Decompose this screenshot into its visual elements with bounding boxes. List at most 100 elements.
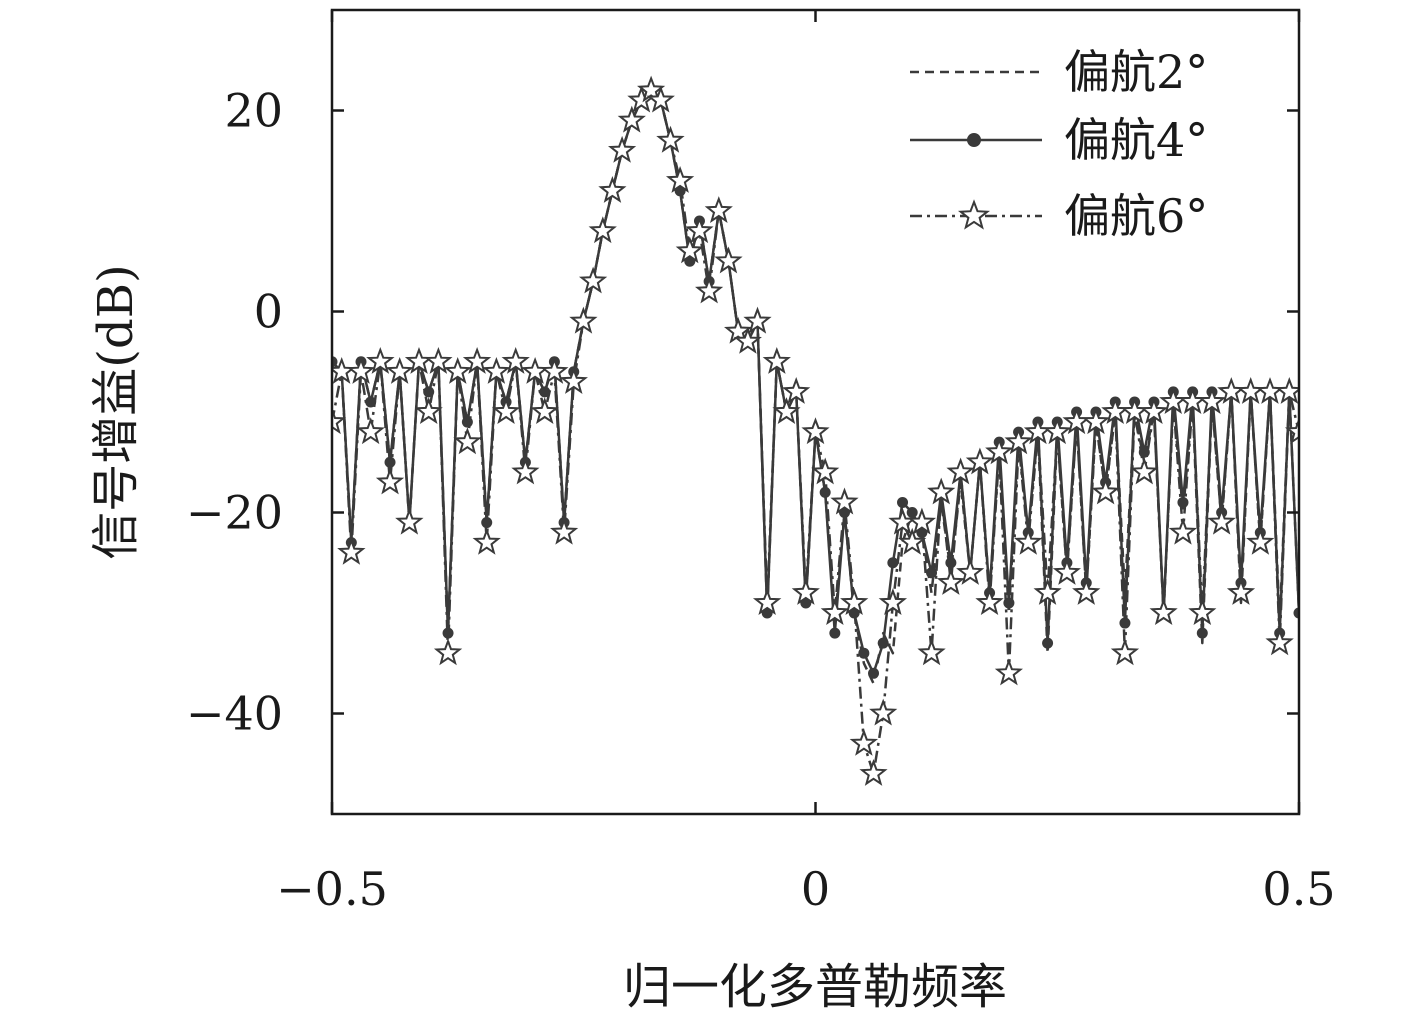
data-point [878, 588, 908, 616]
data-point [1149, 598, 1178, 626]
data-point [781, 377, 811, 404]
legend-entry-3: 偏航6° [910, 189, 1208, 243]
data-point [926, 567, 938, 579]
data-point [840, 588, 869, 616]
data-point [733, 326, 762, 354]
data-point [897, 496, 909, 508]
data-point [332, 407, 347, 435]
data-point [646, 85, 675, 113]
data-point [332, 356, 338, 368]
data-point [762, 346, 791, 374]
legend-marker [957, 199, 991, 230]
data-point [724, 316, 753, 344]
data-point [936, 568, 966, 595]
data-point [482, 356, 511, 384]
data-point [743, 306, 772, 334]
data-point [414, 397, 443, 425]
data-point [337, 537, 366, 565]
data-point [849, 728, 879, 756]
data-point [791, 578, 820, 605]
x-tick-label: 0.5 [1262, 862, 1335, 916]
data-point [801, 417, 830, 445]
data-point [375, 467, 405, 495]
y-axis-title: 信号增益(dB) [88, 264, 144, 559]
data-point [578, 266, 608, 294]
data-point [946, 457, 975, 485]
data-point [820, 598, 850, 626]
data-point [772, 397, 801, 425]
legend-marker [967, 133, 981, 147]
legend-entry-2: 偏航4° [910, 113, 1208, 167]
data-point [956, 557, 985, 585]
data-point [1226, 578, 1256, 605]
data-point [858, 647, 870, 659]
data-point [1091, 477, 1120, 505]
data-point [559, 367, 588, 394]
data-point [927, 477, 956, 505]
data-point [811, 457, 840, 485]
data-point [656, 125, 685, 153]
data-point [695, 276, 724, 304]
data-point [617, 105, 646, 133]
y-tick-label: −20 [186, 486, 283, 540]
data-point [1197, 387, 1227, 415]
data-point [346, 356, 376, 384]
legend: 偏航2° 偏航4° 偏航6° [910, 45, 1208, 243]
series-layer [332, 75, 1299, 786]
data-point [1139, 397, 1169, 425]
data-point [830, 487, 859, 515]
x-tick-label: 0 [801, 862, 830, 916]
data-point [395, 507, 424, 535]
data-point [898, 527, 927, 555]
data-point [704, 196, 733, 224]
data-point [1188, 598, 1217, 626]
data-point [462, 346, 492, 374]
data-point [985, 437, 1014, 465]
y-tick-label: 0 [254, 285, 283, 339]
data-point [569, 306, 598, 334]
data-point [665, 166, 695, 193]
data-point [1177, 496, 1189, 508]
ticks-layer: −0.5 0 0.5 20 0 −20 −40 [186, 10, 1336, 916]
data-point [675, 236, 704, 264]
data-point [1110, 638, 1140, 666]
series-line [332, 89, 1299, 776]
data-point [829, 627, 841, 639]
data-point [1130, 457, 1159, 485]
data-point [1168, 517, 1198, 545]
data-point [443, 356, 472, 384]
data-point [1196, 627, 1208, 639]
data-point [511, 457, 540, 485]
data-point [366, 346, 395, 374]
x-tick-label: −0.5 [276, 862, 388, 916]
data-point [1033, 578, 1062, 605]
data-point [906, 507, 918, 518]
data-point [550, 517, 579, 545]
data-point [356, 417, 385, 445]
data-point [588, 216, 617, 244]
data-point [453, 427, 482, 455]
data-point [907, 507, 937, 535]
data-point [917, 638, 946, 666]
data-point [530, 397, 559, 425]
y-tick-label: −40 [186, 687, 283, 741]
data-point [433, 638, 463, 666]
data-point [714, 246, 743, 274]
data-point [1004, 427, 1033, 455]
data-point [868, 667, 880, 679]
data-point [1043, 417, 1072, 445]
data-point [539, 386, 551, 398]
data-point [1014, 527, 1043, 555]
data-point [472, 527, 501, 555]
series-3 [332, 75, 1299, 786]
data-point [1265, 628, 1294, 656]
data-point [637, 75, 666, 103]
data-point [424, 346, 453, 374]
data-point [945, 557, 957, 569]
data-point [1284, 417, 1299, 445]
data-point [869, 698, 898, 726]
data-point [491, 397, 521, 425]
data-point [1081, 407, 1111, 435]
data-point [1207, 507, 1236, 535]
